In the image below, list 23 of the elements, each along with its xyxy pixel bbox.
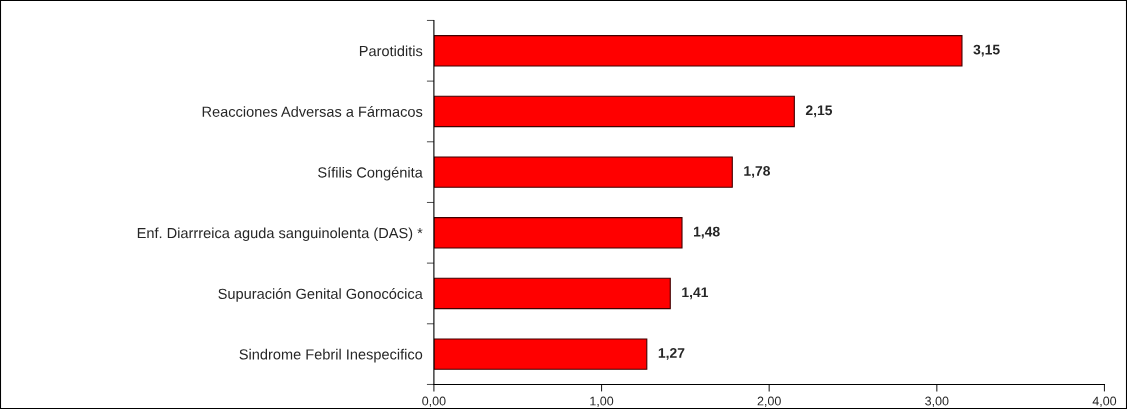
- data-label: 1,78: [744, 166, 771, 178]
- data-label: 2,15: [805, 105, 833, 118]
- x-tick-label: 1,00: [590, 396, 614, 407]
- data-label: 1,48: [693, 226, 720, 239]
- bar: [433, 217, 683, 249]
- bar: [433, 156, 733, 188]
- y-tick-label: Parotiditis: [359, 45, 423, 57]
- y-tick-label: Sífilis Congénita: [318, 166, 423, 181]
- bar: [433, 35, 963, 67]
- data-label: 1,41: [682, 287, 709, 300]
- data-label: 1,27: [658, 348, 685, 360]
- data-label: 3,15: [973, 44, 1000, 57]
- y-tick-label: Enf. Diarrreica aguda sanguinolenta (DAS) *: [137, 227, 423, 242]
- bar: [433, 95, 795, 128]
- bar: [433, 277, 671, 310]
- bar: [433, 338, 648, 370]
- y-tick-label: Reacciones Adversas a Fármacos: [202, 106, 423, 117]
- x-tick-label: 4,00: [1092, 396, 1117, 407]
- x-tick-label: 0,00: [422, 396, 446, 407]
- x-tick-label: 3,00: [925, 396, 949, 407]
- y-tick-label: Sindrome Febril Inespecifico: [239, 348, 423, 363]
- x-tick-label: 2,00: [757, 396, 781, 407]
- y-tick-label: Supuración Genital Gonocócica: [218, 288, 423, 302]
